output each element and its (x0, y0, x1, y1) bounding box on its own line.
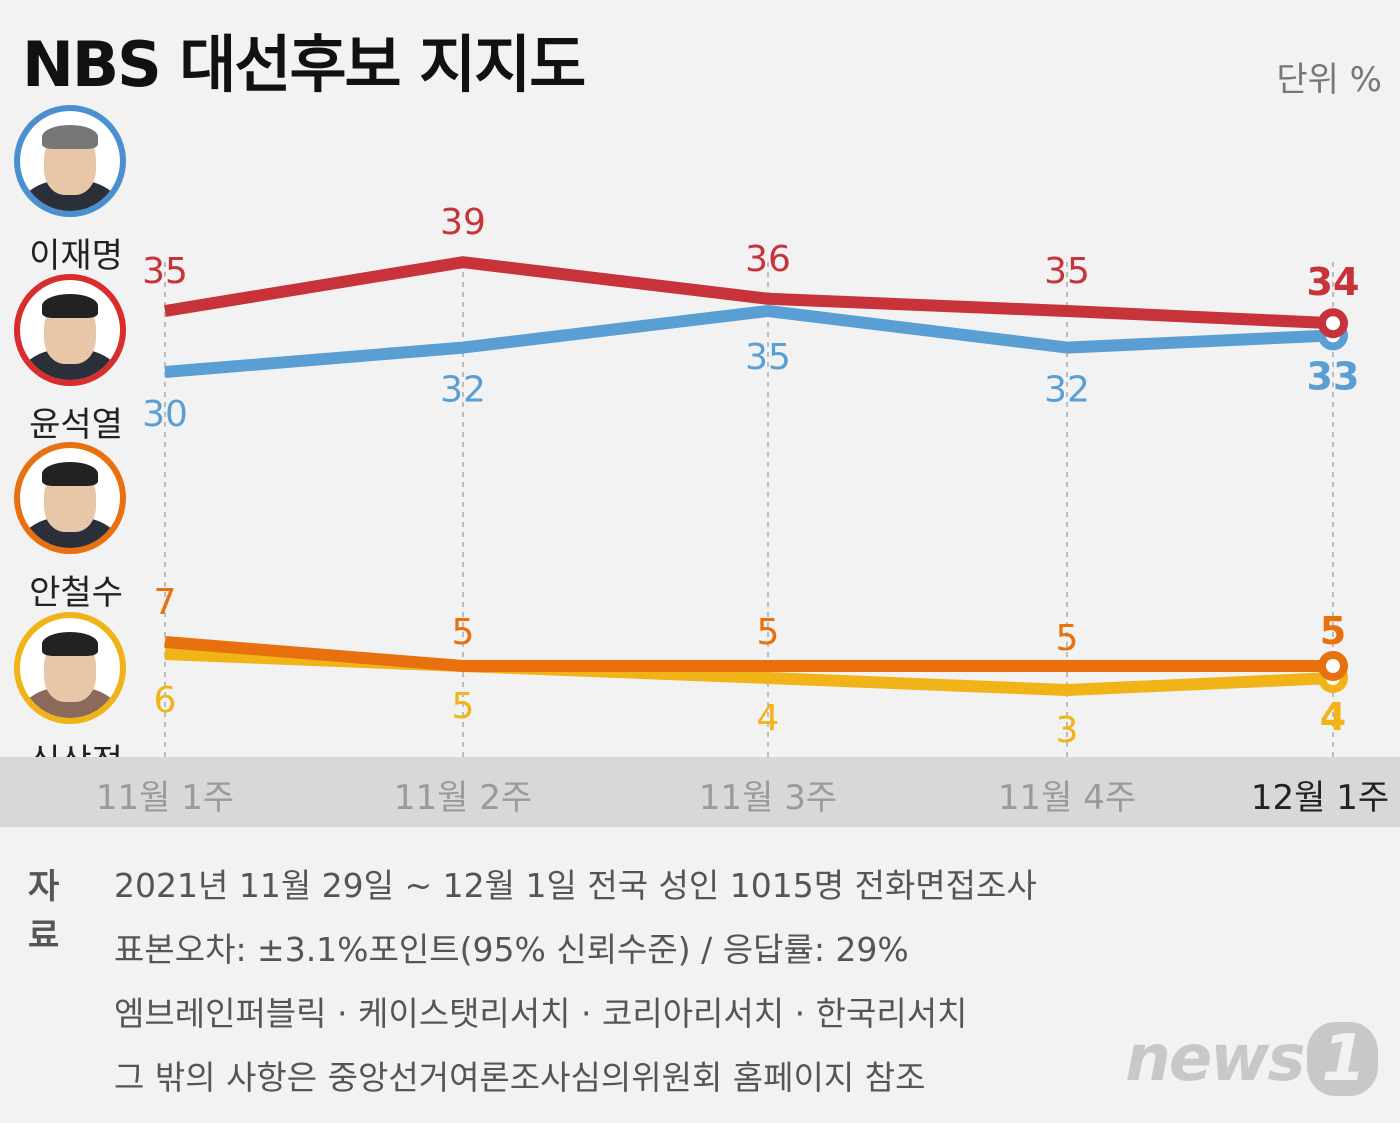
x-tick-label: 11월 3주 (698, 778, 838, 818)
portrait-yoon-suk-yeol (14, 274, 126, 386)
data-label-s3-p5: 5 (1320, 609, 1346, 653)
data-label-s3-p2: 5 (452, 612, 475, 653)
x-tick-label: 11월 4주 (997, 778, 1137, 818)
data-label-s4-p3: 4 (757, 698, 780, 739)
data-label-s2-p3: 35 (745, 337, 791, 378)
logo-text: news (1125, 1022, 1305, 1096)
x-tick-label: 12월 1주 (1250, 778, 1390, 818)
chart-title: NBS 대선후보 지지도 (22, 28, 586, 101)
series-line-3 (164, 636, 1333, 672)
data-label-s1-p2: 39 (440, 202, 486, 243)
data-label-s2-p2: 32 (440, 370, 486, 411)
data-label-s2-p5: 33 (1307, 354, 1360, 398)
x-tick-label: 11월 2주 (393, 778, 533, 818)
data-label-s1-p1: 35 (142, 251, 188, 292)
portrait-ahn-cheol-soo (14, 442, 126, 554)
end-marker-outer-3 (1318, 651, 1348, 681)
data-label-s1-p4: 35 (1044, 251, 1090, 292)
end-marker-outer-1 (1318, 308, 1348, 339)
data-label-s4-p1: 6 (154, 680, 177, 721)
data-label-s3-p3: 5 (757, 612, 780, 653)
end-marker-inner-4 (1326, 671, 1340, 685)
data-label-s4-p2: 5 (452, 686, 475, 727)
data-label-s2-p1: 30 (142, 394, 188, 435)
end-marker-inner-2 (1326, 328, 1340, 343)
candidate-name-1: 이재명 (29, 236, 123, 276)
data-label-s1-p5: 34 (1307, 260, 1360, 304)
data-label-s3-p1: 7 (154, 582, 177, 623)
series-line-1 (164, 256, 1334, 330)
unit-label: 단위 % (1276, 60, 1382, 100)
source-label: 자료 (28, 867, 60, 956)
candidate-name-2: 윤석열 (29, 405, 123, 445)
series-line-2 (164, 305, 1334, 378)
end-marker-outer-2 (1318, 320, 1348, 351)
portrait-sim-sang-jung (14, 612, 126, 724)
x-tick-label: 11월 1주 (95, 778, 235, 818)
data-label-s4-p5: 4 (1320, 695, 1346, 739)
end-marker-outer-4 (1318, 663, 1348, 693)
data-label-s3-p4: 5 (1056, 618, 1079, 659)
logo-mark: 1 (1307, 1022, 1378, 1096)
end-marker-inner-1 (1326, 316, 1340, 331)
footer-line-4: 그 밖의 사항은 중앙선거여론조사심의위원회 홈페이지 참조 (114, 1058, 926, 1097)
series-line-4 (164, 648, 1334, 696)
data-label-s2-p4: 32 (1044, 370, 1090, 411)
candidate-name-3: 안철수 (29, 573, 123, 613)
footer-line-3: 엠브레인퍼블릭 · 케이스탯리서치 · 코리아리서치 · 한국리서치 (114, 994, 968, 1033)
data-label-s1-p3: 36 (745, 239, 791, 280)
footer-line-1: 2021년 11월 29일 ~ 12월 1일 전국 성인 1015명 전화면접조… (114, 866, 1037, 905)
news1-logo: news 1 (1125, 1022, 1378, 1096)
end-marker-inner-3 (1326, 659, 1340, 673)
x-axis-band (0, 757, 1400, 827)
footer-line-2: 표본오차: ±3.1%포인트(95% 신뢰수준) / 응답률: 29% (114, 930, 909, 969)
portrait-lee-jae-myung (14, 105, 126, 217)
data-label-s4-p4: 3 (1056, 710, 1079, 751)
